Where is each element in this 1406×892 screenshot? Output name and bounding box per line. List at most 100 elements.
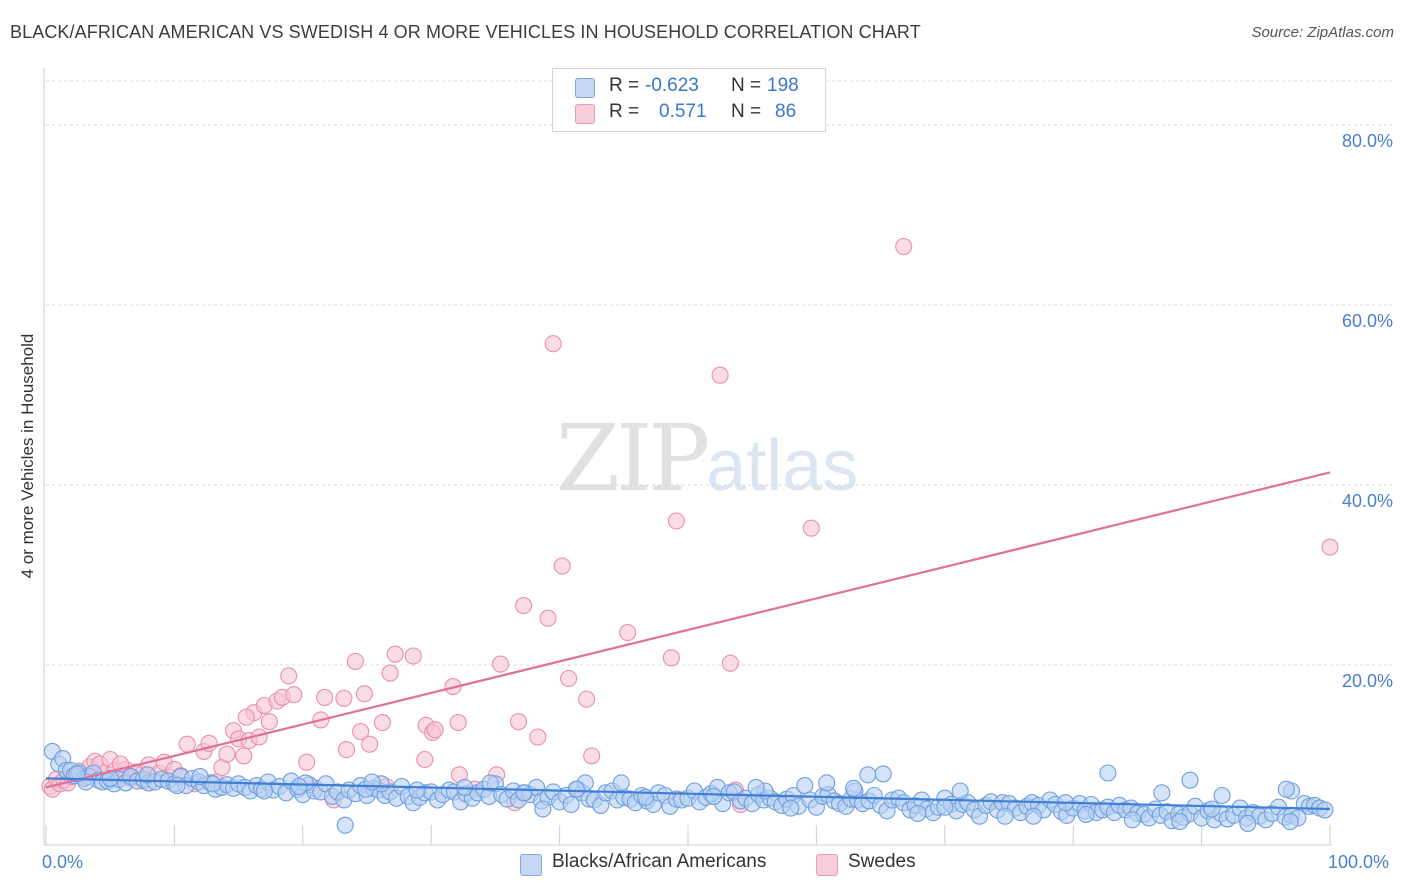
- blacks-point: [1153, 784, 1171, 802]
- blacks-point: [782, 799, 800, 817]
- swedes-point: [529, 728, 547, 746]
- blacks-point: [909, 804, 927, 823]
- blacks-point: [290, 777, 308, 796]
- swedes-point: [335, 689, 353, 707]
- y-tick-label: 20.0%: [1341, 671, 1393, 691]
- blacks-point: [138, 766, 156, 784]
- legend-r-value: -0.623: [645, 75, 699, 96]
- blacks-trend-line: [45, 777, 1331, 811]
- y-tick-label: 60.0%: [1341, 311, 1393, 331]
- swedes-point: [280, 667, 298, 685]
- swedes-point: [711, 366, 729, 384]
- swedes-point: [553, 557, 571, 575]
- source-credit: Source: ZipAtlas.com: [1251, 24, 1394, 41]
- legend-n-value: 198: [767, 75, 799, 96]
- legend-r-label: R =: [609, 75, 640, 96]
- swedes-points: [41, 237, 1339, 814]
- blacks-point: [204, 775, 222, 793]
- blacks-point: [612, 774, 630, 792]
- blacks-point: [481, 774, 499, 792]
- legend-n-label: N =: [731, 75, 762, 96]
- swedes-point: [260, 713, 278, 731]
- swedes-point: [662, 649, 680, 667]
- blacks-point: [1277, 780, 1295, 798]
- swedes-point: [667, 512, 685, 530]
- blacks-point: [1099, 764, 1117, 782]
- swedes-point: [352, 723, 370, 741]
- swedes-point: [316, 688, 334, 706]
- blacks-point: [534, 800, 552, 818]
- legend-label-blacks: Blacks/African Americans: [552, 851, 767, 872]
- swedes-point: [355, 685, 373, 703]
- watermark-atlas: atlas: [706, 426, 859, 506]
- swedes-point: [509, 713, 528, 731]
- blacks-point: [567, 780, 585, 798]
- swedes-point: [178, 735, 196, 753]
- swedes-point: [560, 669, 578, 688]
- legend-swatch-blue: [575, 78, 595, 98]
- swedes-point: [619, 624, 637, 642]
- swedes-point: [373, 714, 391, 732]
- watermark: ZIPatlas: [556, 405, 858, 512]
- swedes-point: [449, 714, 467, 732]
- axes: [43, 68, 1332, 846]
- swedes-point: [721, 654, 739, 672]
- swedes-point: [386, 645, 404, 663]
- correlation-legend: R = -0.623 N = 198 R = 0.571 N = 86: [552, 68, 826, 132]
- chart-title: BLACK/AFRICAN AMERICAN VS SWEDISH 4 OR M…: [10, 22, 921, 42]
- blacks-point: [859, 766, 877, 784]
- swedes-point: [515, 597, 533, 615]
- legend-swatch-pink: [816, 854, 838, 876]
- x-tick-label: 0.0%: [42, 852, 84, 872]
- blacks-point: [1024, 807, 1042, 825]
- legend-r-label: R =: [609, 101, 640, 122]
- legend-n-label: N =: [731, 101, 762, 122]
- swedes-trend-line: [45, 471, 1331, 789]
- blacks-point: [168, 777, 186, 795]
- swedes-point: [337, 741, 356, 759]
- blacks-point: [936, 798, 954, 816]
- blacks-point: [1077, 805, 1095, 823]
- swedes-point: [404, 647, 422, 665]
- legend-label-swedes: Swedes: [848, 851, 916, 872]
- swedes-point: [285, 686, 303, 704]
- y-tick-label: 40.0%: [1341, 491, 1393, 511]
- blacks-point: [562, 795, 580, 814]
- legend-swatch-blue: [520, 854, 542, 876]
- blacks-point: [255, 782, 273, 800]
- swedes-point: [237, 708, 255, 726]
- blacks-point: [951, 782, 969, 800]
- blacks-point: [101, 769, 119, 787]
- swedes-point: [381, 664, 399, 682]
- blacks-point: [515, 784, 533, 802]
- watermark-zip: ZIP: [556, 405, 710, 512]
- blacks-point: [1181, 771, 1199, 789]
- swedes-point: [298, 753, 316, 771]
- blacks-point: [1213, 786, 1231, 805]
- y-tick-label: 80.0%: [1341, 131, 1393, 151]
- swedes-point: [361, 735, 379, 753]
- blacks-point: [1239, 814, 1257, 832]
- blacks-point: [408, 781, 426, 799]
- swedes-point: [218, 745, 236, 763]
- blacks-point: [363, 773, 381, 791]
- blacks-point: [705, 787, 723, 805]
- swedes-point: [491, 655, 510, 673]
- swedes-point: [1321, 538, 1339, 556]
- swedes-point: [895, 237, 913, 256]
- swedes-point: [578, 690, 596, 708]
- blacks-point: [1171, 813, 1189, 831]
- swedes-point: [583, 747, 601, 765]
- blacks-point: [874, 765, 892, 783]
- x-tick-label: 100.0%: [1328, 852, 1390, 872]
- trend-lines: [45, 471, 1331, 811]
- blacks-point: [1123, 811, 1141, 829]
- swedes-point: [346, 652, 364, 670]
- blacks-point: [1203, 800, 1221, 818]
- blacks-point: [818, 774, 836, 792]
- swedes-point: [539, 609, 557, 627]
- swedes-point: [802, 519, 820, 537]
- swedes-point: [544, 335, 562, 353]
- swedes-point: [416, 750, 434, 769]
